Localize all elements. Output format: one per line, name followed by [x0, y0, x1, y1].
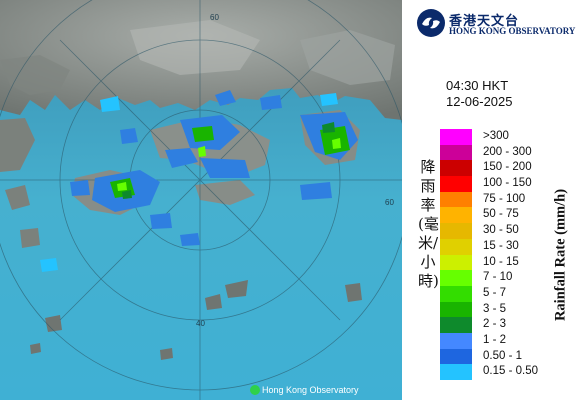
rainfall-legend: >300 200 - 300 150 - 200 100 - 150 75 - … — [440, 129, 575, 380]
legend-swatch — [440, 129, 472, 145]
hk-island — [195, 180, 255, 205]
legend-swatch — [440, 238, 472, 255]
legend-label: >300 — [483, 130, 509, 142]
radar-map-image: 60 60 40 — [0, 0, 402, 400]
legend-item: 10 - 15 — [440, 254, 575, 271]
legend-swatch — [440, 223, 472, 239]
legend-item: 7 - 10 — [440, 270, 575, 286]
legend-label: 75 - 100 — [483, 192, 526, 205]
west-land — [0, 118, 35, 172]
legend-item: 5 - 7 — [440, 285, 575, 302]
legend-label: 1 - 2 — [483, 333, 507, 346]
southern-islands — [30, 280, 362, 360]
legend-swatch — [440, 176, 472, 192]
map-credit: Hong Kong Observatory — [262, 385, 359, 395]
radar-map[interactable]: 60 60 40 Hong Kong Observatory — [0, 0, 402, 400]
legend-item: 30 - 50 — [440, 223, 575, 239]
timestamp-time: 04:30 HKT — [446, 78, 509, 93]
legend-item: 1 - 2 — [440, 332, 575, 349]
legend-item: 15 - 30 — [440, 238, 575, 255]
legend-item: >300 — [440, 129, 575, 145]
legend-swatch — [440, 207, 472, 224]
legend-label: 0.50 - 1 — [483, 349, 522, 362]
legend-item: 100 - 150 — [440, 176, 575, 192]
legend-title-en: Rainfall Rate (mm/h) — [552, 188, 569, 322]
legend-label: 100 - 150 — [483, 177, 532, 190]
legend-label: 0.15 - 0.50 — [483, 365, 538, 378]
copyright-icon — [250, 385, 260, 395]
legend-item: 2 - 3 — [440, 317, 575, 333]
range-rings — [0, 0, 402, 400]
rain-echoes — [40, 90, 358, 272]
legend-item: 3 - 5 — [440, 301, 575, 318]
legend-item: 75 - 100 — [440, 191, 575, 208]
hko-emblem-icon — [417, 9, 445, 37]
timestamp-date: 12-06-2025 — [446, 94, 513, 109]
legend-swatch — [440, 317, 472, 333]
legend-label: 2 - 3 — [483, 318, 507, 331]
range-label-south: 40 — [196, 319, 205, 328]
legend-swatch — [440, 160, 472, 177]
legend-label: 5 - 7 — [483, 286, 507, 299]
legend-item: 150 - 200 — [440, 160, 575, 177]
legend-label: 3 - 5 — [483, 302, 507, 315]
logo-name-en: HONG KONG OBSERVATORY — [449, 26, 576, 36]
legend-title-cn: 降雨率(毫米/小時) — [418, 158, 439, 290]
hko-logo: 香港天文台 HONG KONG OBSERVATORY — [416, 8, 576, 38]
legend-swatch — [440, 144, 472, 161]
legend-swatch — [440, 285, 472, 302]
legend-label: 10 - 15 — [483, 255, 519, 268]
legend-swatch — [440, 332, 472, 349]
legend-item: 0.50 - 1 — [440, 348, 575, 365]
legend-label: 15 - 30 — [483, 239, 519, 252]
legend-label: 150 - 200 — [483, 161, 532, 174]
logo-name-cn: 香港天文台 — [449, 14, 520, 29]
legend-label: 200 - 300 — [483, 145, 532, 158]
legend-label: 30 - 50 — [483, 224, 519, 237]
legend-label: 50 - 75 — [483, 208, 519, 221]
legend-swatch — [440, 191, 472, 208]
legend-item: 200 - 300 — [440, 144, 575, 161]
legend-swatch — [440, 301, 472, 318]
legend-swatch — [440, 254, 472, 271]
legend-swatch — [440, 348, 472, 365]
legend-label: 7 - 10 — [483, 271, 513, 284]
legend-swatch — [440, 270, 472, 286]
legend-swatch — [440, 364, 472, 380]
legend-item: 0.15 - 0.50 — [440, 364, 575, 380]
range-label-north: 60 — [210, 13, 219, 22]
range-label-east: 60 — [385, 198, 394, 207]
legend-item: 50 - 75 — [440, 207, 575, 224]
legend-panel: 香港天文台 HONG KONG OBSERVATORY 04:30 HKT 12… — [402, 0, 577, 400]
